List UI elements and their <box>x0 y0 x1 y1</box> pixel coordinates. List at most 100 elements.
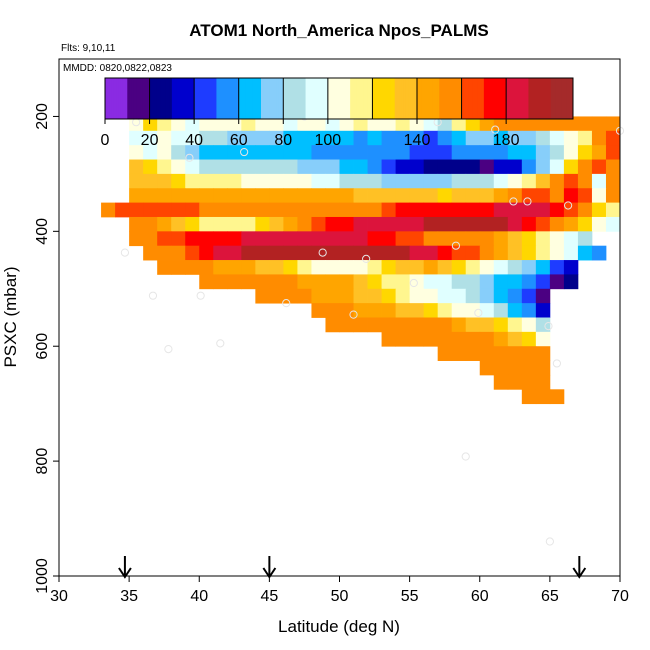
heatmap-cell <box>269 274 284 290</box>
colorbar-swatch <box>512 78 516 119</box>
heatmap-cell <box>549 130 565 146</box>
colorbar-swatch <box>483 78 487 119</box>
sample-point <box>185 153 194 162</box>
colorbar-swatch <box>232 78 235 119</box>
colorbar-swatch <box>341 78 344 119</box>
colorbar-swatch <box>229 78 233 119</box>
heatmap-cell <box>213 173 228 189</box>
heatmap-cell <box>185 202 200 218</box>
arrow-head <box>118 567 132 579</box>
colorbar-swatch <box>417 78 420 119</box>
heatmap-cell <box>339 274 354 290</box>
heatmap-cell <box>199 159 214 175</box>
heatmap-cell <box>339 303 354 318</box>
colorbar-swatch <box>111 78 115 119</box>
heatmap-cell <box>297 260 312 275</box>
heatmap-cell <box>465 317 481 333</box>
heatmap-cell <box>157 159 172 175</box>
heatmap-cell <box>605 116 621 132</box>
heatmap-cell <box>409 202 425 218</box>
heatmap-cell <box>521 216 537 232</box>
colorbar-swatch <box>263 78 266 119</box>
heatmap-cell <box>479 116 495 132</box>
heatmap-cell <box>493 130 509 146</box>
y-tick-label: 200 <box>34 103 51 130</box>
heatmap-cell <box>367 130 382 146</box>
heatmap-cell <box>283 116 298 132</box>
heatmap-cell <box>213 145 228 160</box>
colorbar-swatch <box>245 78 249 119</box>
heatmap-cell <box>605 216 621 232</box>
heatmap-cell <box>451 173 467 189</box>
heatmap-cell <box>283 216 298 232</box>
colorbar-swatch <box>198 78 202 119</box>
heatmap-cell <box>521 360 537 376</box>
heatmap-cell <box>521 346 537 361</box>
heatmap-cell <box>535 173 551 189</box>
colorbar-swatch <box>254 78 258 119</box>
heatmap-cell <box>311 260 326 275</box>
y-tick-label: 1000 <box>34 558 51 594</box>
colorbar-swatch <box>176 78 180 119</box>
colorbar-swatch <box>225 78 229 119</box>
heatmap-cell <box>325 274 340 290</box>
heatmap-cell <box>129 202 144 218</box>
heatmap-cell <box>129 231 144 247</box>
heatmap-cell <box>395 260 411 275</box>
y-tick-label: 400 <box>34 218 51 245</box>
heatmap-cell <box>507 260 523 275</box>
colorbar-swatch <box>425 78 429 119</box>
heatmap-cell <box>227 245 242 261</box>
colorbar-swatch <box>428 78 431 119</box>
heatmap-cell <box>451 130 467 146</box>
heatmap-cell <box>451 346 467 361</box>
colorbar-swatch <box>343 78 347 119</box>
heatmap-cell <box>325 188 340 204</box>
heatmap-cell <box>493 188 509 204</box>
heatmap-cell <box>507 274 523 290</box>
heatmap-cell <box>423 288 439 304</box>
colorbar-swatch <box>523 78 527 119</box>
heatmap-cell <box>521 145 537 160</box>
colorbar-swatch <box>216 78 220 119</box>
heatmap-cell <box>213 231 228 247</box>
colorbar-swatch <box>116 78 119 119</box>
colorbar-swatch <box>537 78 541 119</box>
colorbar-swatch <box>450 78 454 119</box>
heatmap-cell <box>297 216 312 232</box>
heatmap-cell <box>465 130 481 146</box>
heatmap-cell <box>423 331 439 347</box>
heatmap-cell <box>269 202 284 218</box>
heatmap-cell <box>535 303 551 318</box>
heatmap-cell <box>213 188 228 204</box>
y-axis: 200 400 600 800 1000 <box>34 103 59 594</box>
heatmap-cell <box>339 231 354 247</box>
heatmap-cell <box>493 360 509 376</box>
heatmap-cell <box>325 202 340 218</box>
heatmap-cell <box>395 303 411 318</box>
colorbar-swatch <box>503 78 507 119</box>
heatmap-cell <box>507 374 523 390</box>
heatmap-cell <box>451 288 467 304</box>
heatmap-cell <box>269 159 284 175</box>
colorbar-swatch <box>180 78 184 119</box>
heatmap-cell <box>423 130 439 146</box>
colorbar-swatch <box>535 78 538 119</box>
colorbar-swatch <box>559 78 563 119</box>
colorbar-swatch <box>131 78 135 119</box>
colorbar-swatch <box>410 78 414 119</box>
heatmap-cell <box>227 173 242 189</box>
colorbar-swatch <box>568 78 572 119</box>
heatmap-cell <box>143 173 158 189</box>
heatmap-cell <box>521 260 537 275</box>
colorbar-swatch <box>519 78 523 119</box>
heatmap-cell <box>311 159 326 175</box>
heatmap-cell <box>353 303 368 318</box>
heatmap-cell <box>171 245 186 261</box>
colorbar-swatch <box>327 78 331 119</box>
colorbar-swatch <box>570 78 574 119</box>
colorbar-swatch <box>125 78 128 119</box>
colorbar-swatch <box>561 78 565 119</box>
heatmap-cell <box>283 130 298 146</box>
colorbar-swatch <box>356 78 360 119</box>
